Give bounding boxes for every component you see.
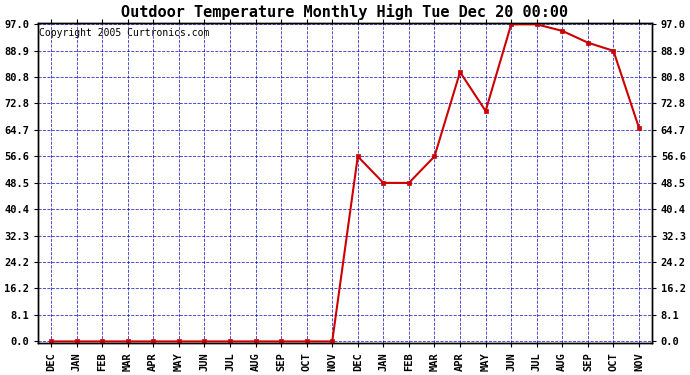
Text: Copyright 2005 Curtronics.com: Copyright 2005 Curtronics.com bbox=[39, 27, 210, 38]
Title: Outdoor Temperature Monthly High Tue Dec 20 00:00: Outdoor Temperature Monthly High Tue Dec… bbox=[121, 4, 569, 20]
